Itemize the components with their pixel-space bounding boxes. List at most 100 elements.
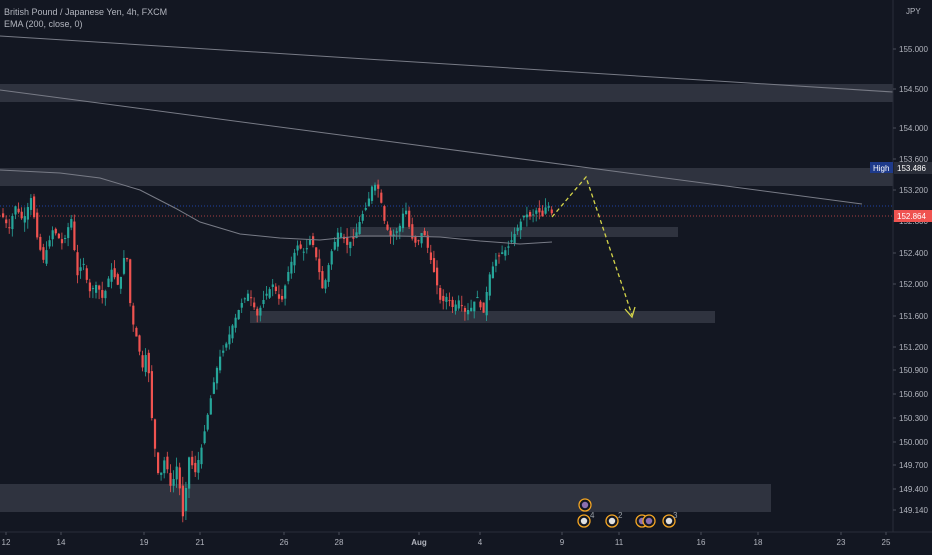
- candle-body: [153, 419, 157, 449]
- candle-body: [268, 289, 271, 298]
- event-count-label: 2: [618, 511, 623, 520]
- candle-body: [147, 352, 150, 374]
- candle-body: [98, 285, 101, 290]
- candle-body: [312, 236, 315, 245]
- candle-body: [253, 302, 256, 308]
- candle-body: [57, 233, 60, 239]
- time-tick-label: 14: [57, 538, 66, 547]
- candle-body: [516, 227, 519, 232]
- candle-body: [333, 241, 336, 250]
- candle-body: [119, 276, 122, 289]
- candle-body: [299, 244, 302, 249]
- candle-body: [305, 248, 308, 250]
- candle-body: [485, 292, 488, 316]
- candle-body: [420, 233, 423, 244]
- candle-body: [302, 251, 305, 253]
- candle-body: [231, 325, 234, 339]
- candle-body: [29, 198, 33, 210]
- candle-body: [538, 208, 541, 213]
- price-axis-bg: [893, 0, 932, 550]
- symbol-title: British Pound / Japanese Yen, 4h, FXCM: [4, 7, 168, 17]
- price-tick-label: 153.600: [899, 155, 928, 164]
- candle-body: [383, 206, 386, 221]
- zone-top: [0, 84, 893, 102]
- candle-body: [401, 213, 405, 229]
- candle-body: [175, 466, 178, 480]
- candle-body: [463, 308, 467, 312]
- candle-body: [454, 304, 457, 311]
- candle-body: [339, 232, 343, 238]
- candle-body: [237, 310, 240, 320]
- candle-body: [194, 462, 197, 473]
- candle-body: [116, 274, 119, 285]
- zone-high: [0, 168, 893, 186]
- candle-body: [110, 269, 113, 282]
- ema-200-line: [0, 169, 553, 245]
- candle-body: [184, 488, 188, 511]
- candle-body: [203, 431, 206, 444]
- candle-body: [271, 284, 274, 287]
- price-tick-label: 149.400: [899, 485, 928, 494]
- indicator-label: EMA (200, close, 0): [4, 19, 83, 29]
- candle-body: [367, 198, 370, 207]
- candle-body: [166, 456, 169, 470]
- event-icon-center: [645, 517, 653, 525]
- candle-body: [259, 307, 262, 316]
- candle-body: [355, 232, 358, 239]
- candle-body: [48, 240, 51, 247]
- candle-body: [315, 247, 318, 258]
- candle-body: [163, 460, 166, 474]
- candle-body: [386, 224, 389, 230]
- candle-body: [135, 327, 138, 337]
- price-tag-bg: [894, 210, 932, 222]
- candle-body: [126, 258, 129, 260]
- candle-body: [377, 184, 380, 189]
- candle-body: [138, 335, 141, 352]
- candle-body: [95, 285, 98, 293]
- price-tick-label: 150.900: [899, 366, 928, 375]
- candle-body: [457, 300, 460, 309]
- candle-body: [547, 206, 550, 208]
- candle-body: [417, 240, 420, 242]
- candle-body: [2, 213, 5, 218]
- candle-body: [20, 211, 23, 219]
- price-tag-bg: [894, 162, 932, 174]
- candle-body: [88, 282, 91, 292]
- time-tick-label: 16: [697, 538, 706, 547]
- candle-body: [67, 227, 70, 239]
- candle-body: [439, 287, 442, 300]
- candle-body: [219, 356, 222, 371]
- candle-body: [172, 479, 175, 486]
- candle-body: [432, 258, 436, 272]
- candle-body: [209, 398, 212, 415]
- candle-body: [293, 252, 296, 266]
- candle-body: [405, 210, 408, 215]
- candle-body: [11, 215, 14, 230]
- candle-body: [5, 219, 8, 224]
- candle-body: [191, 456, 194, 466]
- candle-body: [380, 192, 383, 203]
- candle-body: [8, 227, 11, 229]
- candle-body: [470, 307, 473, 311]
- time-tick-label: 21: [196, 538, 205, 547]
- candle-body: [510, 240, 513, 242]
- candle-body: [392, 234, 395, 237]
- candle-body: [228, 334, 231, 345]
- candle-body: [23, 216, 26, 223]
- candle-body: [308, 239, 312, 245]
- candle-body: [358, 222, 361, 235]
- projection-path: [551, 175, 633, 316]
- candle-body: [36, 212, 39, 238]
- candle-body: [491, 266, 494, 279]
- candle-body: [476, 297, 479, 299]
- candle-body: [39, 236, 42, 250]
- candle-body: [212, 382, 215, 394]
- currency-label: JPY: [906, 7, 921, 16]
- time-tick-label: Aug: [411, 538, 427, 547]
- event-icon-center: [665, 517, 673, 525]
- candle-body: [54, 228, 57, 234]
- price-tick-label: 149.140: [899, 506, 928, 515]
- candle-body: [423, 230, 426, 236]
